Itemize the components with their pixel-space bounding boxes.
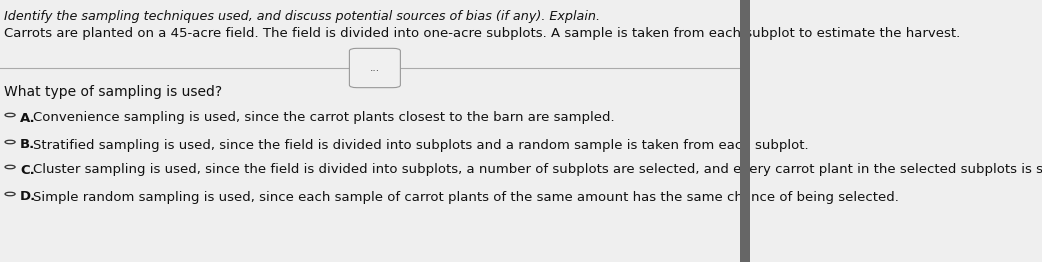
Text: Simple random sampling is used, since each sample of carrot plants of the same a: Simple random sampling is used, since ea… xyxy=(33,190,899,204)
Text: Stratified sampling is used, since the field is divided into subplots and a rand: Stratified sampling is used, since the f… xyxy=(33,139,809,151)
Text: What type of sampling is used?: What type of sampling is used? xyxy=(4,85,222,99)
Text: A.: A. xyxy=(20,112,35,124)
Text: Cluster sampling is used, since the field is divided into subplots, a number of : Cluster sampling is used, since the fiel… xyxy=(33,163,1042,177)
Text: Carrots are planted on a 45-acre field. The field is divided into one-acre subpl: Carrots are planted on a 45-acre field. … xyxy=(4,27,961,40)
Text: Identify the sampling techniques used, and discuss potential sources of bias (if: Identify the sampling techniques used, a… xyxy=(4,10,600,23)
Text: ...: ... xyxy=(370,63,380,73)
Text: Convenience sampling is used, since the carrot plants closest to the barn are sa: Convenience sampling is used, since the … xyxy=(33,112,615,124)
Text: B.: B. xyxy=(20,139,35,151)
Text: C.: C. xyxy=(20,163,34,177)
FancyBboxPatch shape xyxy=(740,0,750,262)
Text: D.: D. xyxy=(20,190,36,204)
FancyBboxPatch shape xyxy=(349,48,400,88)
